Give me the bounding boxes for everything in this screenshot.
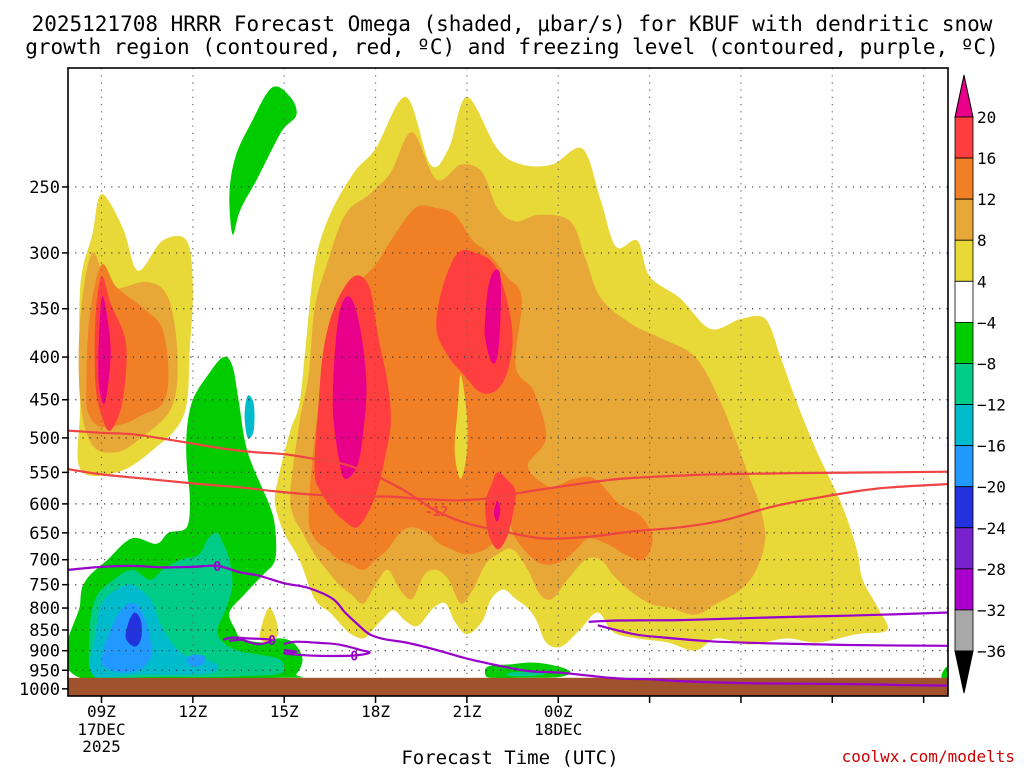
colorbar-label-4: 4 <box>977 272 987 291</box>
colorbar-label-12: −32 <box>977 601 1006 620</box>
colorbar-bin-7 <box>954 404 974 447</box>
dgz-contour-label-1: -12 <box>425 505 448 520</box>
omega-colorbar: 20 16 12 8 4 −4 −8 −12 −16 −20 −24 −28 −32 −36 <box>954 74 1006 694</box>
colorbar-label-10: −24 <box>977 519 1006 538</box>
colorbar-bin-2 <box>954 198 974 241</box>
omega-region-19 <box>244 395 255 439</box>
colorbar-label-1: 16 <box>977 149 996 168</box>
freezing-line-0 <box>68 564 948 687</box>
colorbar-bin-3 <box>954 239 974 282</box>
x-tick-label-9: 09Z <box>87 702 116 721</box>
y-tick-label-850: 850 <box>29 621 60 641</box>
colorbar-label-8: −16 <box>977 437 1006 456</box>
dgz-line-0 <box>68 468 948 502</box>
x-date-label-24: 18DEC <box>534 720 582 739</box>
freezing-line-3 <box>588 611 948 623</box>
colorbar-bin-9 <box>954 486 974 529</box>
freezing-line-4 <box>597 624 948 647</box>
dgz-line-1 <box>68 429 948 540</box>
y-tick-label-500: 500 <box>29 429 60 449</box>
x-tick-label-18: 18Z <box>361 702 390 721</box>
colorbar-bin-12 <box>954 609 974 652</box>
y-tick-label-950: 950 <box>29 661 60 681</box>
y-tick-label-900: 900 <box>29 642 60 662</box>
colorbar-label-11: −28 <box>977 560 1006 579</box>
y-tick-label-350: 350 <box>29 300 60 320</box>
omega-region-8 <box>454 374 468 479</box>
x-year-label-9: 2025 <box>82 737 121 756</box>
freezing-contour-label-2: 0 <box>268 634 276 649</box>
freezing-contour-label-0: 0 <box>213 560 221 575</box>
colorbar-bin-4 <box>954 280 974 323</box>
y-tick-label-400: 400 <box>29 348 60 368</box>
y-tick-label-300: 300 <box>29 244 60 264</box>
x-date-label-9: 17DEC <box>77 720 125 739</box>
omega-region-13 <box>484 269 501 364</box>
omega-region-14 <box>493 500 501 522</box>
pressure-axis: 2503003504004505005506006507007508008509… <box>19 178 68 700</box>
omega-region-12 <box>332 296 367 480</box>
colorbar-bin-11 <box>954 568 974 611</box>
y-tick-label-750: 750 <box>29 576 60 596</box>
y-tick-label-250: 250 <box>29 178 60 198</box>
freezing-contour-label-1: 0 <box>350 649 358 664</box>
y-tick-label-650: 650 <box>29 524 60 544</box>
omega-region-4 <box>98 295 111 405</box>
dendritic-growth-contours <box>68 429 948 540</box>
x-tick-label-24: 00Z <box>544 702 573 721</box>
colorbar-label-7: −12 <box>977 396 1006 415</box>
colorbar-label-13: −36 <box>977 642 1006 661</box>
omega-region-21 <box>186 654 206 667</box>
x-tick-label-15: 15Z <box>270 702 299 721</box>
watermark: coolwx.com/modelts <box>842 747 1015 766</box>
y-tick-label-800: 800 <box>29 599 60 619</box>
colorbar-bin-1 <box>954 157 974 200</box>
omega-region-15 <box>229 86 297 235</box>
freezing-line-1 <box>283 640 371 658</box>
x-tick-label-12: 12Z <box>178 702 207 721</box>
ground-surface <box>68 677 948 696</box>
plot-area: -12 0 0 0 <box>68 68 948 696</box>
colorbar-label-9: −20 <box>977 478 1006 497</box>
colorbar-label-5: −4 <box>977 313 996 332</box>
colorbar-label-2: 12 <box>977 190 996 209</box>
freezing-line-2 <box>222 636 274 646</box>
x-axis-label: Forecast Time (UTC) <box>401 747 618 768</box>
plot-frame <box>67 67 949 697</box>
chart-title-line1: 2025121708 HRRR Forecast Omega (shaded, … <box>32 12 993 36</box>
y-tick-label-450: 450 <box>29 391 60 411</box>
colorbar-label-6: −8 <box>977 354 996 373</box>
omega-region-25 <box>941 666 948 680</box>
colorbar-label-0: 20 <box>977 108 996 127</box>
colorbar-bin-8 <box>954 445 974 488</box>
y-tick-label-600: 600 <box>29 495 60 515</box>
colorbar-bin-10 <box>954 527 974 570</box>
colorbar-bottom-arrow <box>954 650 974 694</box>
omega-region-26 <box>259 607 279 643</box>
colorbar-bin-6 <box>954 363 974 405</box>
y-tick-label-700: 700 <box>29 551 60 571</box>
omega-region-24 <box>506 671 547 677</box>
y-tick-label-550: 550 <box>29 463 60 483</box>
chart-title-line2: growth region (contoured, red, ºC) and f… <box>25 35 999 59</box>
contour-labels: -12 0 0 0 <box>213 505 448 664</box>
colorbar-label-3: 8 <box>977 231 987 250</box>
y-tick-label-1000: 1000 <box>19 680 60 700</box>
colorbar-bin-0 <box>954 116 974 159</box>
freezing-level-contours <box>68 564 948 687</box>
x-tick-label-21: 21Z <box>452 702 481 721</box>
colorbar-bin-5 <box>954 321 974 364</box>
